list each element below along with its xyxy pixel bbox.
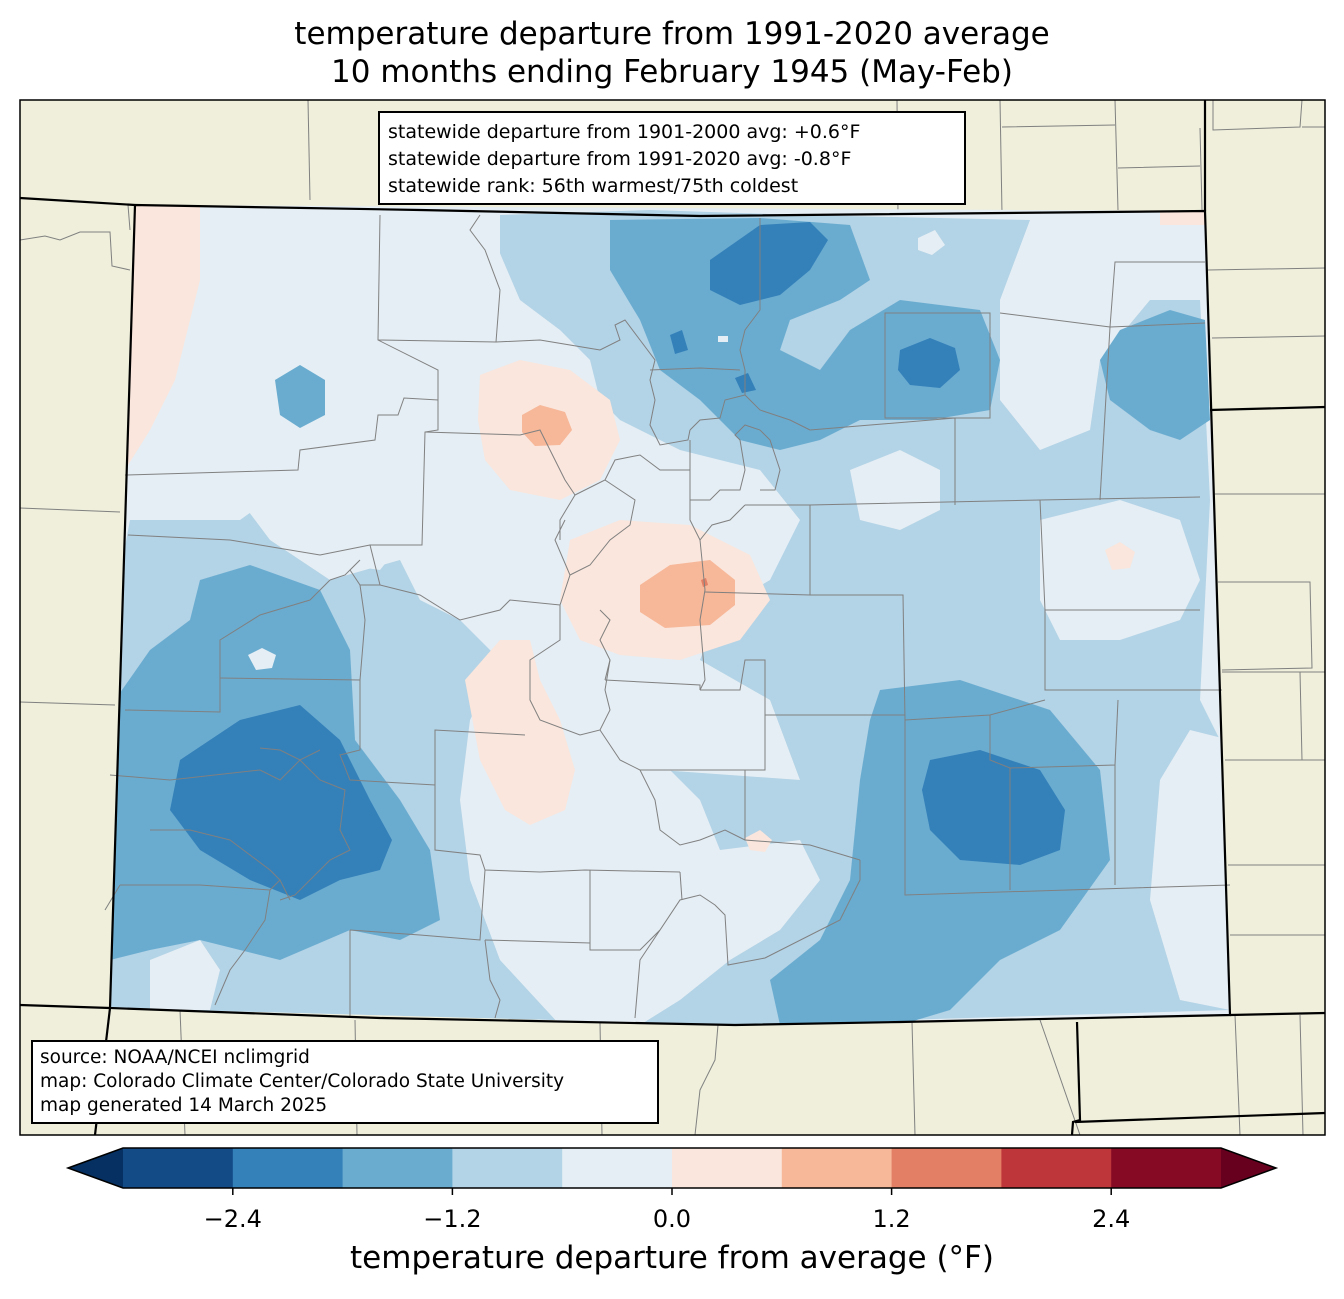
colorbar-segment	[562, 1148, 673, 1188]
contour-band-sw-corner-light	[150, 940, 220, 1010]
colorbar-tick-label: −1.2	[423, 1205, 482, 1233]
map-title-line-1: temperature departure from 1991-2020 ave…	[294, 16, 1050, 52]
colorbar-under-arrow	[68, 1148, 123, 1188]
colorbar-segment	[232, 1148, 344, 1188]
colorbar-over-arrow	[1221, 1148, 1276, 1188]
contour-band-e-light	[1040, 500, 1200, 640]
contour-band-small-1	[670, 330, 688, 354]
colorbar-segment	[891, 1148, 1002, 1188]
contour-band-warm-east-spot	[1105, 542, 1135, 570]
colorado-county-lines	[104, 204, 1231, 1019]
temperature-contours	[110, 205, 1230, 1025]
colorbar-segment	[781, 1148, 893, 1188]
contour-band-hole-ne	[918, 230, 945, 255]
contour-band-0.6-to-1.2-central	[640, 560, 735, 628]
colorado-border	[108, 203, 1232, 1027]
stats-departure-1991-2020: statewide departure from 1991-2020 avg: …	[388, 148, 852, 170]
contour-band-minus-1.8-to-minus-2.4-se	[922, 750, 1065, 865]
contour-band-minus-1.8-to-minus-2.4-ne	[898, 338, 960, 388]
colorbar-tick-label: −2.4	[203, 1205, 262, 1233]
map-generated-line: map generated 14 March 2025	[40, 1095, 328, 1116]
nebraska-kansas-border	[1209, 405, 1325, 412]
colorbar	[65, 1147, 1279, 1195]
colorbar-segment	[672, 1148, 783, 1188]
contour-band-ne-light	[850, 450, 940, 530]
oklahoma-border	[1229, 1011, 1325, 1017]
colorbar-segment	[452, 1148, 563, 1188]
wyoming-utah-border	[20, 196, 136, 207]
source-box: source: NOAA/NCEI nclimgrid map: Colorad…	[31, 1040, 659, 1124]
contour-band-warm-west	[125, 205, 200, 470]
colorbar-outline	[65, 1147, 1279, 1189]
contour-band-hole-sw	[248, 648, 276, 670]
map-frame	[19, 99, 1326, 1136]
contour-band-se-edge-light	[1150, 730, 1230, 1010]
contour-band-warm-ne	[1160, 211, 1206, 225]
colorbar-tick-label: 1.2	[872, 1205, 911, 1233]
arizona-nm-border	[20, 1003, 111, 1010]
map-credit-line: map: Colorado Climate Center/Colorado St…	[40, 1071, 565, 1092]
contour-band-minus-1.8-to-minus-2.4-north	[710, 222, 828, 305]
contour-band-minus-1.8-to-minus-2.4-sw	[170, 705, 392, 900]
contour-band-center-light	[240, 220, 820, 1025]
map-title-line-2: 10 months ending February 1945 (May-Feb)	[331, 54, 1013, 90]
colorbar-segment	[342, 1148, 453, 1188]
contour-band-se-center-light	[680, 690, 770, 760]
contour-band-minus-1.2-to-minus-1.8-ne	[1100, 310, 1210, 440]
contour-band-minus-1.2-to-minus-1.8-nw	[275, 365, 325, 428]
colorbar-tick-label: 2.4	[1092, 1205, 1131, 1233]
stats-departure-1901-2000: statewide departure from 1901-2000 avg: …	[388, 121, 861, 143]
colorbar-label: temperature departure from average (°F)	[350, 1240, 994, 1276]
colorbar-tick-label: 0.0	[652, 1205, 692, 1233]
texas-panhandle-border	[1070, 1021, 1325, 1135]
source-line: source: NOAA/NCEI nclimgrid	[40, 1047, 310, 1068]
contour-band-warm-south-central	[465, 640, 575, 825]
statewide-stats-box: statewide departure from 1901-2000 avg: …	[378, 111, 966, 205]
colorbar-segment	[1001, 1148, 1112, 1188]
colorbar-segment	[1111, 1148, 1222, 1188]
contour-band-hole-n	[718, 336, 728, 342]
colorbar-segment	[123, 1148, 234, 1188]
stats-rank: statewide rank: 56th warmest/75th coldes…	[388, 175, 799, 197]
map-panel	[20, 100, 1325, 1135]
contour-band-minus-1.2-to-minus-1.8-north	[610, 218, 1000, 450]
contour-band-0.6-to-1.2-north	[522, 405, 572, 446]
